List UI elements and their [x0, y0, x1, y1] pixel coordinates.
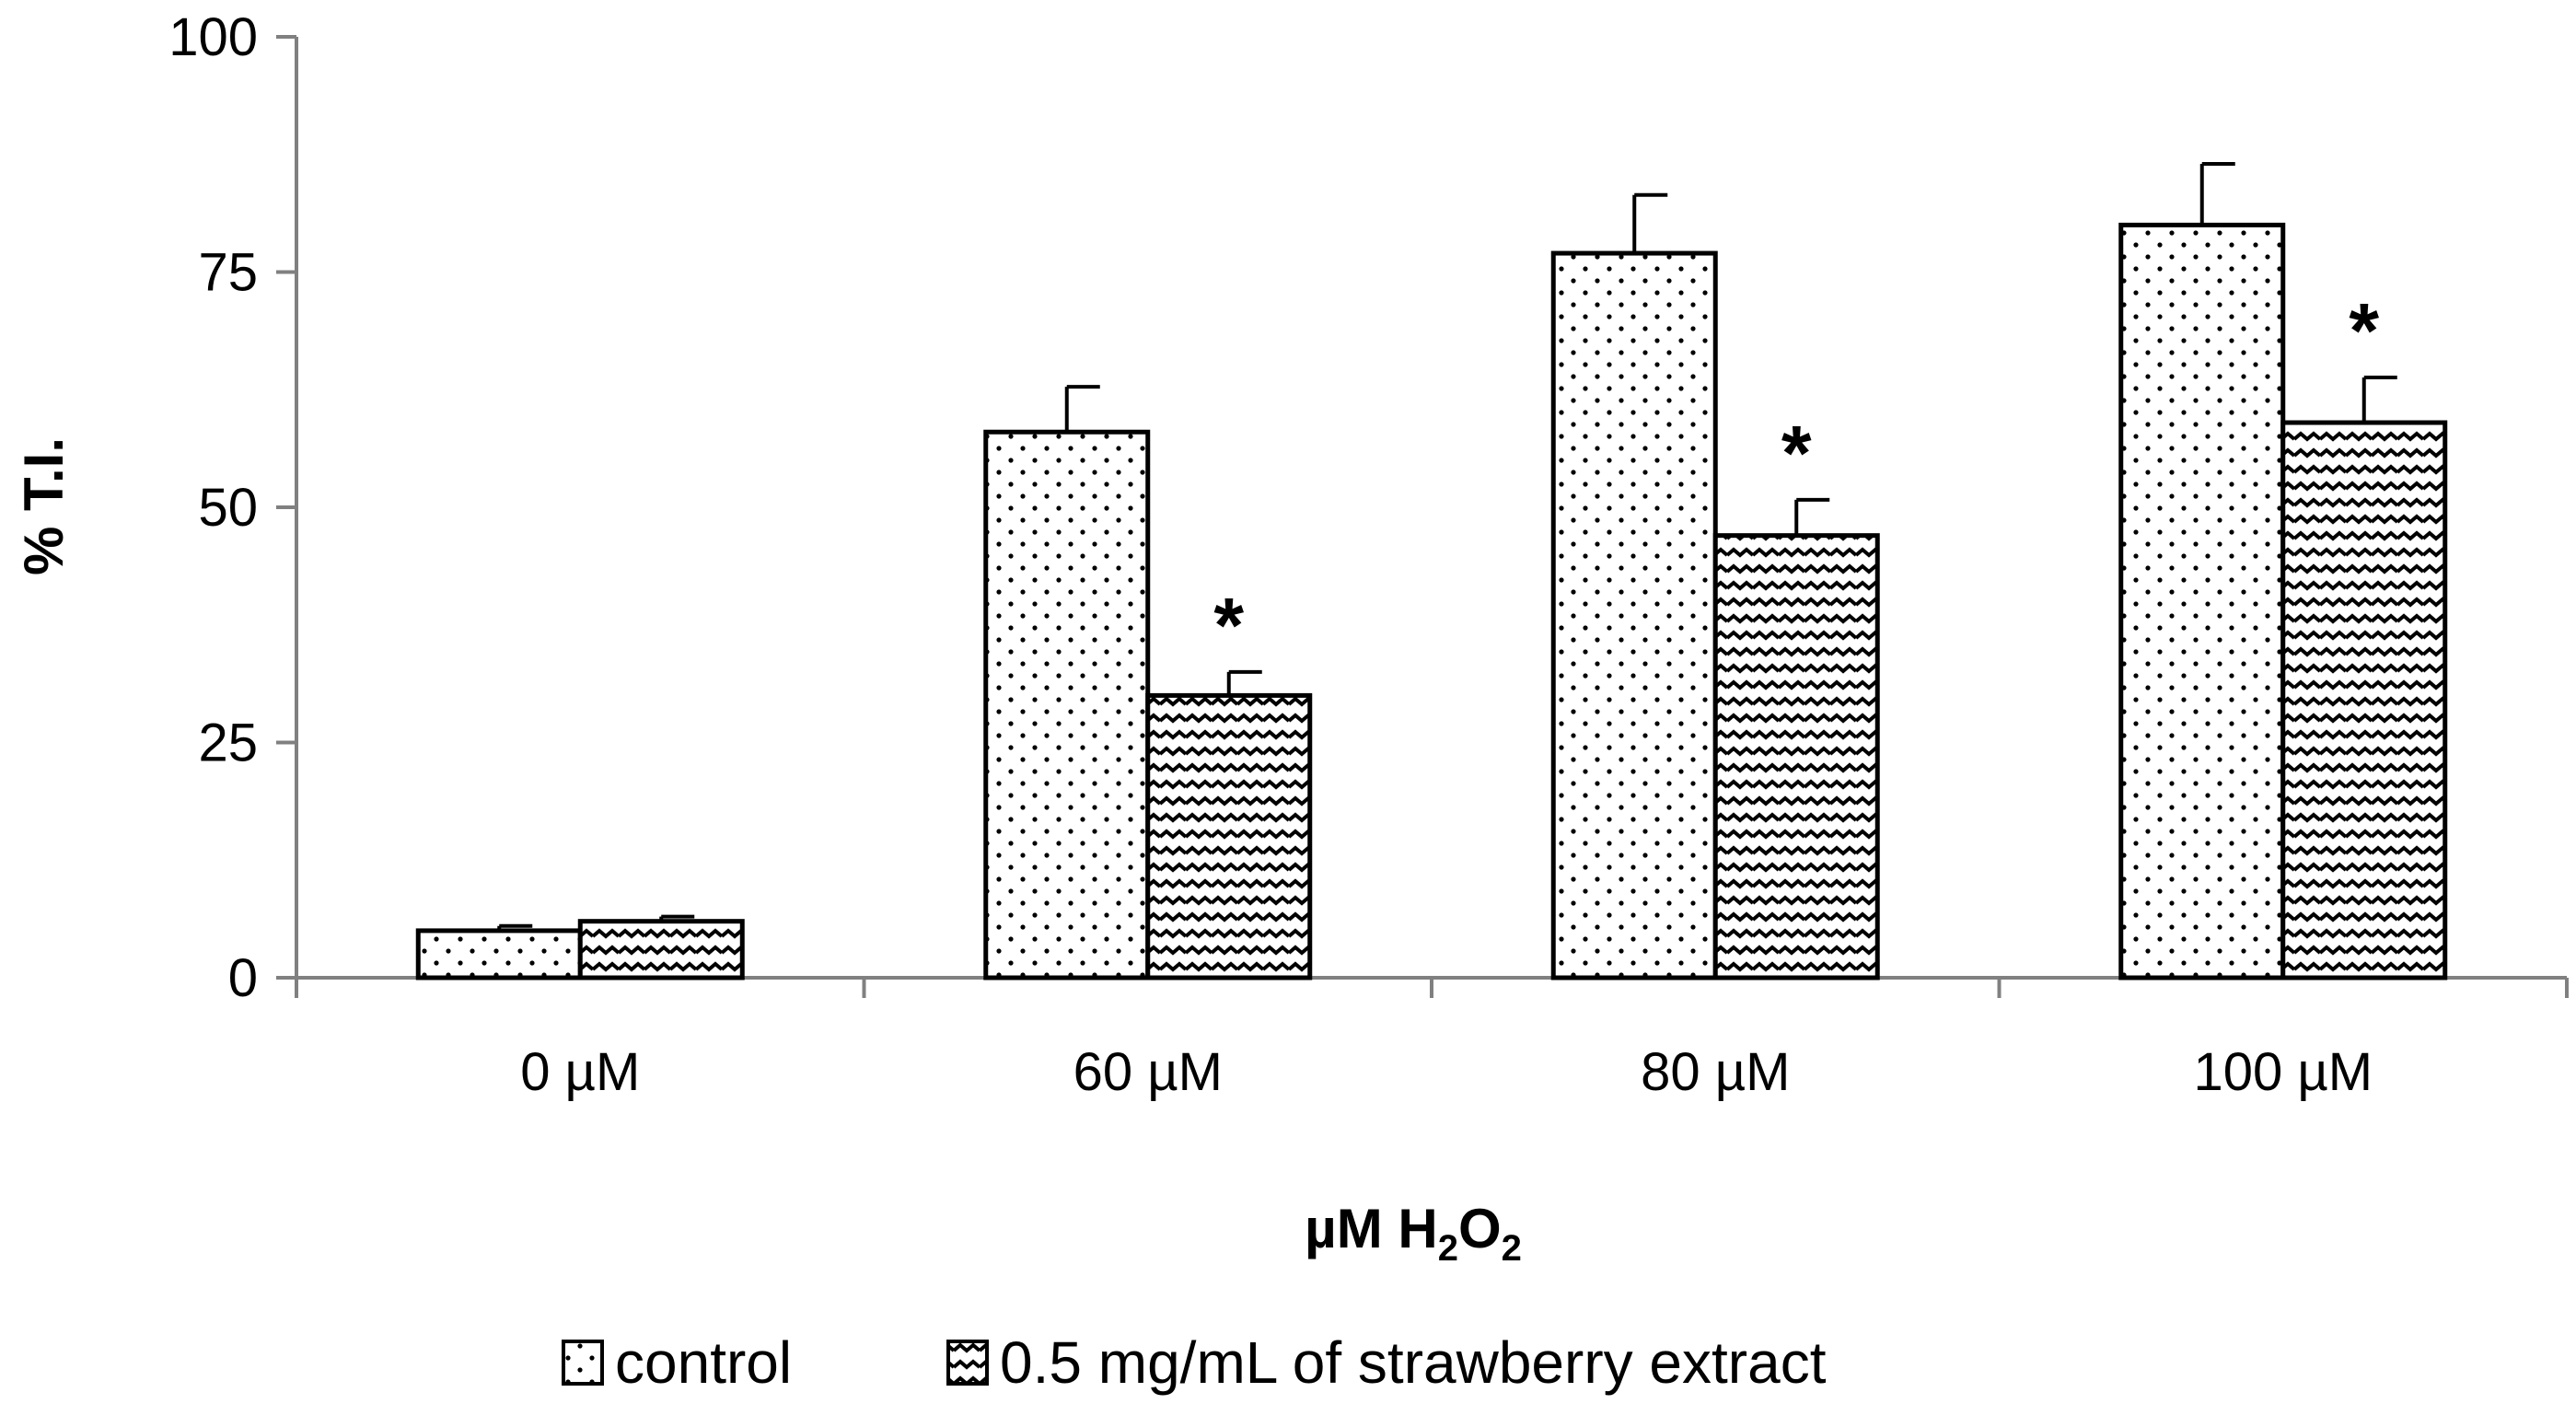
axes: 0 25 50 75 100 0 µM 60 µM 80 µM 100 µM — [168, 7, 2569, 1102]
bar-control — [1550, 250, 1718, 980]
bars: * * * — [415, 161, 2448, 980]
x-tick-label: 100 µM — [2193, 1042, 2373, 1102]
bar-extract — [577, 919, 745, 980]
y-tick-label: 25 — [198, 714, 258, 773]
bar-control — [983, 429, 1151, 980]
y-tick-label: 100 — [168, 7, 258, 67]
bar-extract — [2280, 420, 2448, 980]
legend-label-control: control — [615, 1329, 792, 1396]
x-tick-label: 80 µM — [1641, 1042, 1790, 1102]
y-tick-label: 50 — [198, 478, 258, 538]
y-tick-label: 0 — [228, 948, 258, 1008]
legend-swatch-extract — [946, 1340, 989, 1386]
y-axis-title: % T.I. — [13, 437, 75, 575]
significance-asterisk: * — [1213, 582, 1244, 668]
legend-label-extract: 0.5 mg/mL of strawberry extract — [1000, 1329, 1827, 1396]
significance-asterisk: * — [2349, 287, 2379, 374]
bar-extract — [1712, 533, 1880, 980]
significance-asterisk: * — [1781, 410, 1812, 496]
legend-swatch-control — [562, 1340, 604, 1386]
bar-control — [415, 928, 583, 980]
x-tick-label: 60 µM — [1073, 1042, 1223, 1102]
x-axis-title: µM H2O2 — [1305, 1198, 1522, 1269]
y-tick-label: 75 — [198, 243, 258, 303]
bar-extract — [1145, 692, 1313, 980]
legend: control 0.5 mg/mL of strawberry extract — [562, 1329, 1827, 1396]
bar-control — [2118, 222, 2286, 980]
x-tick-label: 0 µM — [520, 1042, 640, 1102]
